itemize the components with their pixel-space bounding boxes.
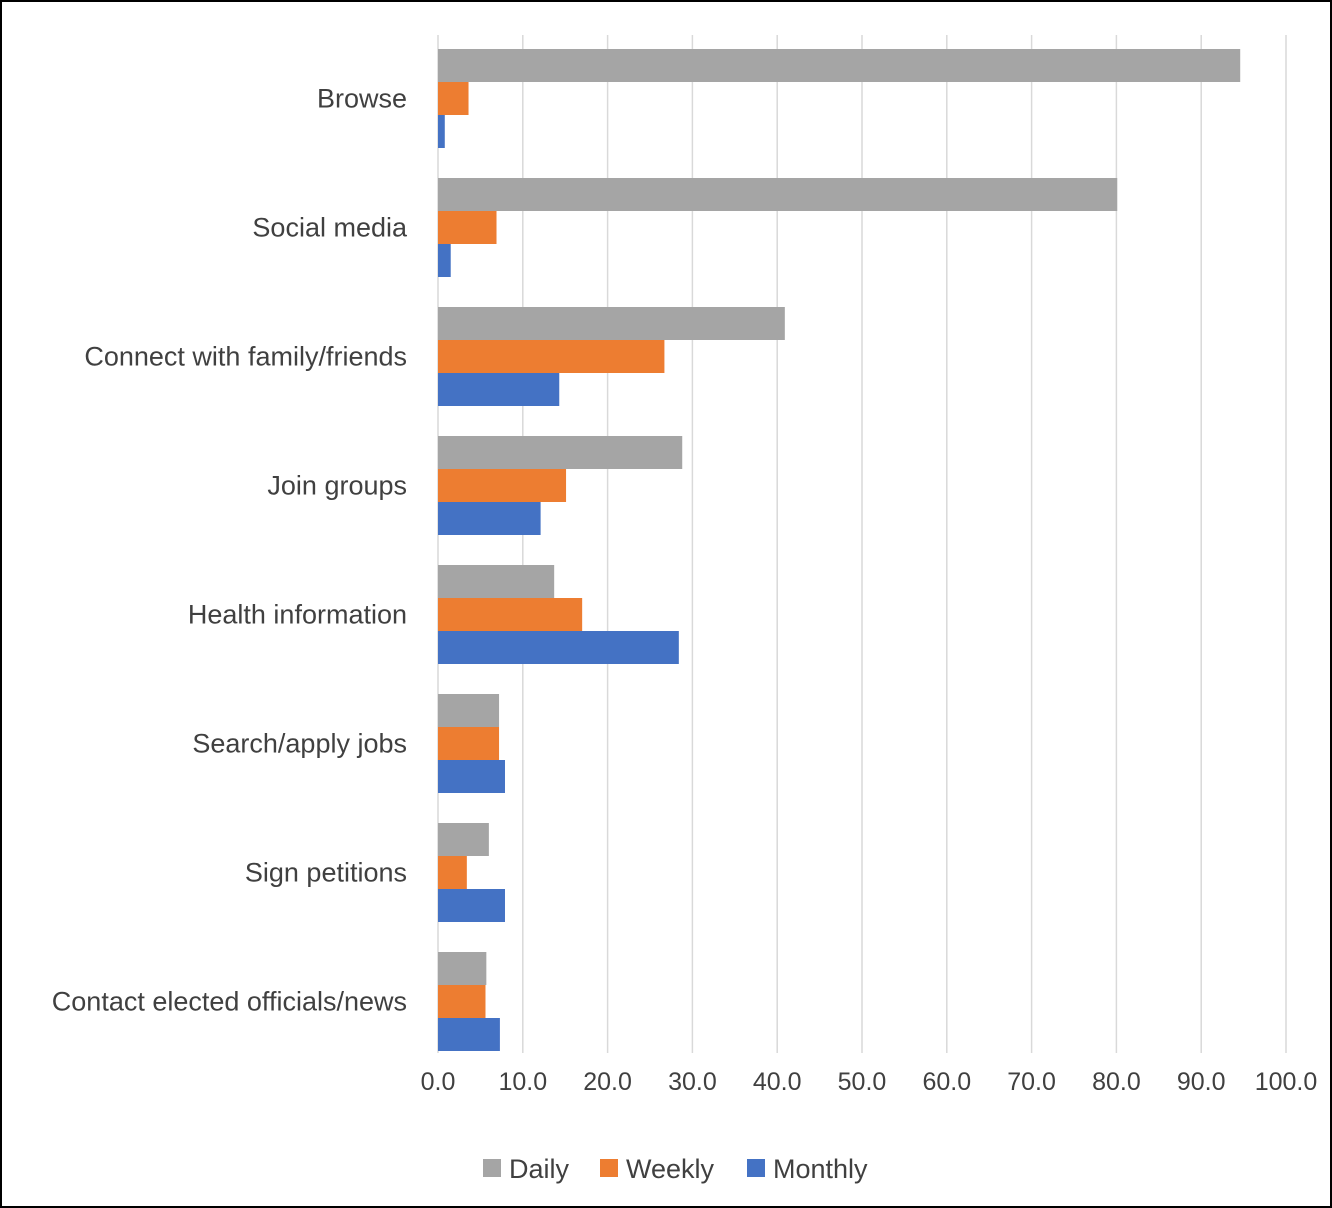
category-label: Search/apply jobs (192, 729, 407, 759)
category-label: Join groups (267, 471, 407, 501)
category-label: Health information (188, 600, 407, 630)
bar-weekly-6 (438, 727, 500, 760)
x-tick-label: 100.0 (1255, 1068, 1318, 1096)
x-tick-label: 80.0 (1092, 1068, 1141, 1096)
legend-label-monthly: Monthly (773, 1154, 868, 1184)
x-tick-label: 70.0 (1007, 1068, 1056, 1096)
x-tick-label: 60.0 (922, 1068, 971, 1096)
bar-daily-7 (438, 823, 489, 856)
bar-daily-1 (438, 49, 1241, 82)
category-label: Contact elected officials/news (52, 987, 407, 1017)
bar-weekly-5 (438, 598, 583, 631)
category-label: Connect with family/friends (84, 342, 407, 372)
bar-weekly-1 (438, 82, 469, 115)
category-label: Sign petitions (245, 858, 407, 888)
category-label: Browse (317, 84, 407, 114)
bar-monthly-2 (438, 244, 451, 277)
bar-daily-3 (438, 307, 785, 340)
bar-daily-4 (438, 436, 683, 469)
bar-monthly-7 (438, 889, 505, 922)
x-tick-label: 30.0 (668, 1068, 717, 1096)
category-label: Social media (252, 213, 408, 243)
bar-daily-6 (438, 694, 500, 727)
x-tick-label: 50.0 (838, 1068, 887, 1096)
x-tick-label: 40.0 (753, 1068, 802, 1096)
bar-weekly-4 (438, 469, 567, 502)
bar-daily-5 (438, 565, 555, 598)
bar-daily-2 (438, 178, 1118, 211)
x-tick-label: 20.0 (583, 1068, 632, 1096)
legend-swatch-monthly (747, 1159, 765, 1177)
bar-weekly-8 (438, 985, 486, 1018)
bar-weekly-7 (438, 856, 467, 889)
x-tick-label: 10.0 (498, 1068, 547, 1096)
x-tick-label: 90.0 (1177, 1068, 1226, 1096)
bar-monthly-6 (438, 760, 505, 793)
bar-monthly-3 (438, 373, 560, 406)
bar-daily-8 (438, 952, 487, 985)
legend-label-weekly: Weekly (626, 1154, 715, 1184)
legend-swatch-weekly (600, 1159, 618, 1177)
legend-label-daily: Daily (509, 1154, 570, 1184)
x-tick-label: 0.0 (421, 1068, 456, 1096)
bar-monthly-1 (438, 115, 445, 148)
bar-weekly-3 (438, 340, 665, 373)
bar-monthly-5 (438, 631, 679, 664)
bar-monthly-8 (438, 1018, 500, 1051)
legend-swatch-daily (483, 1159, 501, 1177)
bar-weekly-2 (438, 211, 497, 244)
bar-monthly-4 (438, 502, 541, 535)
